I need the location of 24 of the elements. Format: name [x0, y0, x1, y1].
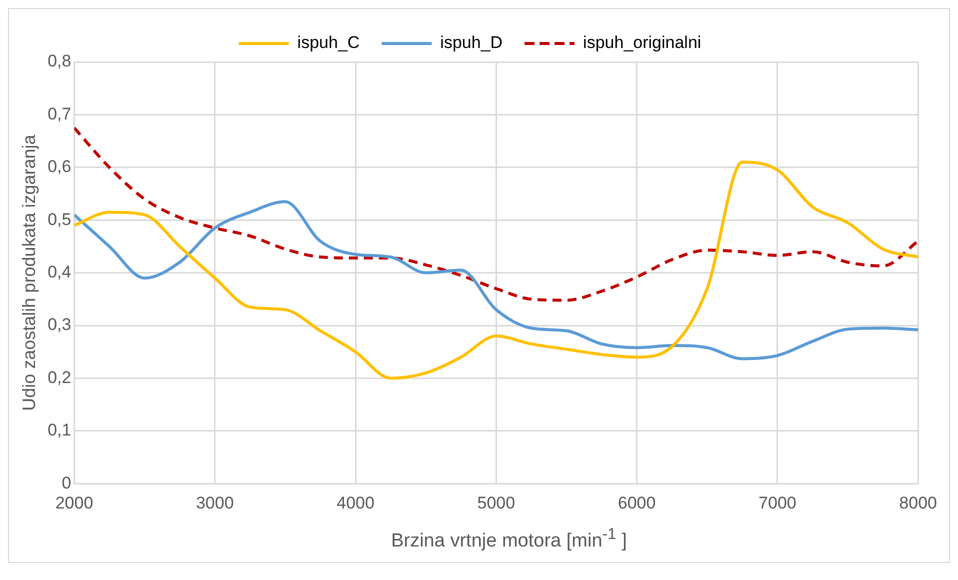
x-tick-label: 2000 — [55, 493, 94, 512]
y-tick-label: 0,8 — [48, 52, 72, 71]
y-tick-label: 0,4 — [48, 262, 72, 282]
line-series — [74, 160, 918, 380]
x-tick-label: 5000 — [477, 493, 516, 512]
line-series — [74, 126, 918, 302]
y-tick-label: 0,5 — [48, 210, 72, 229]
y-tick-label: 0,2 — [48, 368, 72, 387]
legend-label: ispuh_originalni — [583, 33, 702, 52]
x-tick-label: 7000 — [758, 493, 796, 512]
legend-label: ispuh_D — [440, 33, 503, 52]
y-tick-label: 0,3 — [48, 315, 72, 334]
x-tick-label: 6000 — [618, 493, 656, 512]
y-tick-label: 0,6 — [48, 157, 72, 176]
legend-label: ispuh_C — [297, 33, 360, 52]
line-series — [74, 200, 918, 360]
x-tick-label: 4000 — [336, 493, 374, 512]
x-tick-label: 8000 — [899, 493, 938, 512]
x-tick-label: 3000 — [196, 493, 234, 512]
y-tick-label: 0,7 — [48, 104, 72, 124]
y-axis-title: Udio zaostalih produkata izgaranja — [18, 134, 39, 411]
y-tick-label: 0,1 — [48, 420, 72, 440]
x-axis-title: Brzina vrtnje motora [min$^{-1}$ ] — [390, 525, 628, 554]
y-tick-label: 0 — [62, 473, 72, 492]
